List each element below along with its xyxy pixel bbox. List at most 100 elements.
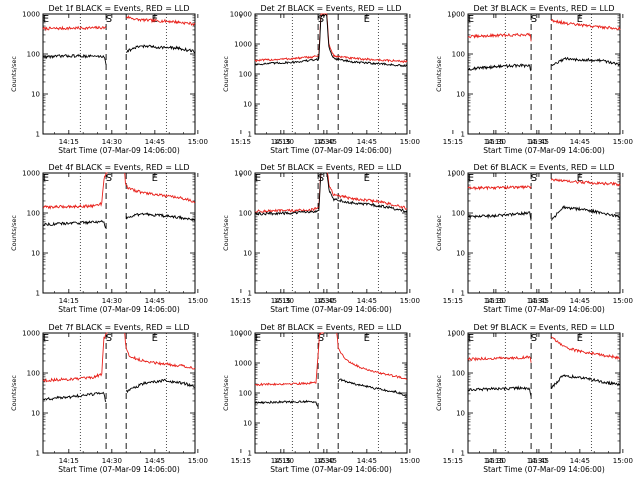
orbit-marker-label: S [106,173,112,184]
x-tick-label: 14:30 [314,297,334,305]
events-series-line [467,205,621,221]
orbit-marker-label: E [43,333,49,344]
chart-title: Det 6f BLACK = Events, RED = LLD [473,163,614,172]
events-series-line [467,56,621,72]
x-tick-label: 15:00 [188,297,208,305]
orbit-marker-label: E [364,333,370,344]
x-tick-label: 14:30 [527,457,547,465]
x-tick-label: 14:30 [527,297,547,305]
x-tick-label: 15:45 [529,138,549,146]
y-tick-label: 100 [452,210,465,218]
x-axis-label: Start Time (07-Mar-09 14:06:00) [58,146,180,155]
y-tick-label: 10 [31,250,40,258]
plot-frame [254,172,408,294]
orbit-marker-label: E [468,173,474,184]
x-tick-label: 15:00 [400,457,420,465]
x-tick-label: 14:45 [570,297,590,305]
chart-panel: Det 5f BLACK = Events, RED = LLD 1 10 100 10… [222,163,549,314]
x-tick-label: 14:45 [570,138,590,146]
y-tick-label: 10 [31,410,40,418]
events-series-line [254,172,408,216]
x-tick-label: 14:45 [357,297,377,305]
x-tick-label: 15:15 [443,297,463,305]
orbit-marker-label: E [152,14,158,25]
y-tick-label: 1000 [447,330,465,338]
y-tick-label: 100 [452,51,465,59]
y-tick-label: 10000 [230,11,252,19]
y-tick-label: 1 [248,290,252,298]
y-tick-label: 10 [456,91,465,99]
x-axis-label: Start Time (07-Mar-09 14:06:00) [270,305,392,314]
chart-title: Det 5f BLACK = Events, RED = LLD [260,163,401,172]
orbit-marker-label: S [106,14,112,25]
orbit-marker-label: E [364,14,370,25]
y-tick-label: 1 [36,131,40,139]
orbit-marker-label: E [43,14,49,25]
x-tick-label: 14:30 [102,138,122,146]
chart-panel: Det 2f BLACK = Events, RED = LLD 1 10 100 10… [222,4,549,155]
y-tick-label: 10 [31,91,40,99]
y-tick-label: 100 [239,71,252,79]
orbit-marker-label: E [364,173,370,184]
orbit-marker-label: E [43,173,49,184]
x-tick-label: 14:30 [102,297,122,305]
x-tick-label: 15:15 [231,138,251,146]
lld-series-line [42,332,196,383]
events-series-line [254,13,408,68]
orbit-marker-label: S [531,333,537,344]
orbit-marker-label: E [577,14,583,25]
chart-panel: Det 6f BLACK = Events, RED = LLD 1 10 100 10… [435,163,633,314]
y-tick-label: 100 [27,51,40,59]
x-tick-label: 15:00 [188,138,208,146]
x-tick-label: 15:00 [188,457,208,465]
chart-panel: Det 8f BLACK = Events, RED = LLD 1 10 100 10… [222,323,549,474]
chart-title: Det 2f BLACK = Events, RED = LLD [260,4,401,13]
y-tick-label: 10 [243,250,252,258]
plot-frame [467,172,621,294]
x-tick-label: 14:45 [145,138,165,146]
y-tick-label: 1 [248,131,252,139]
events-series-line [42,378,196,402]
plot-frame [254,332,408,454]
orbit-marker-label: E [468,14,474,25]
x-tick-label: 15:30 [274,297,294,305]
orbit-marker-label: S [106,333,112,344]
chart-title: Det 9f BLACK = Events, RED = LLD [473,323,614,332]
chart-panel: Det 1f BLACK = Events, RED = LLD 1 10 100 10… [10,4,337,155]
chart-title: Det 4f BLACK = Events, RED = LLD [48,163,189,172]
y-tick-label: 1 [461,131,465,139]
y-tick-label: 1000 [22,11,40,19]
x-tick-label: 15:15 [231,297,251,305]
x-axis-label: Start Time (07-Mar-09 14:06:00) [483,305,605,314]
x-tick-label: 15:00 [613,457,633,465]
x-tick-label: 15:30 [486,138,506,146]
y-tick-label: 100 [27,210,40,218]
y-axis-label: Counts/sec [435,215,443,251]
chart-panel: Det 9f BLACK = Events, RED = LLD 1 10 100 10… [435,323,633,474]
y-axis-label: Counts/sec [10,375,18,411]
x-axis-label: Start Time (07-Mar-09 14:06:00) [58,465,180,474]
y-axis-label: Counts/sec [435,56,443,92]
y-tick-label: 10 [243,101,252,109]
y-tick-label: 10 [243,420,252,428]
x-tick-label: 15:30 [486,457,506,465]
x-axis-label: Start Time (07-Mar-09 14:06:00) [270,146,392,155]
x-tick-label: 15:00 [613,297,633,305]
x-tick-label: 15:00 [400,138,420,146]
x-tick-label: 15:45 [529,297,549,305]
orbit-marker-label: E [577,333,583,344]
x-axis-label: Start Time (07-Mar-09 14:06:00) [270,465,392,474]
y-tick-label: 1000 [234,170,252,178]
x-tick-label: 14:15 [271,138,291,146]
x-tick-label: 14:30 [102,457,122,465]
chart-panel: Det 4f BLACK = Events, RED = LLD 1 10 100 10… [10,163,337,314]
x-tick-label: 15:00 [400,297,420,305]
x-tick-label: 15:15 [443,138,463,146]
x-tick-label: 15:00 [613,138,633,146]
y-axis-label: Counts/sec [222,56,230,92]
x-tick-label: 14:15 [59,457,79,465]
plot-frame [42,13,196,135]
x-tick-label: 14:30 [527,138,547,146]
x-tick-label: 14:45 [357,457,377,465]
